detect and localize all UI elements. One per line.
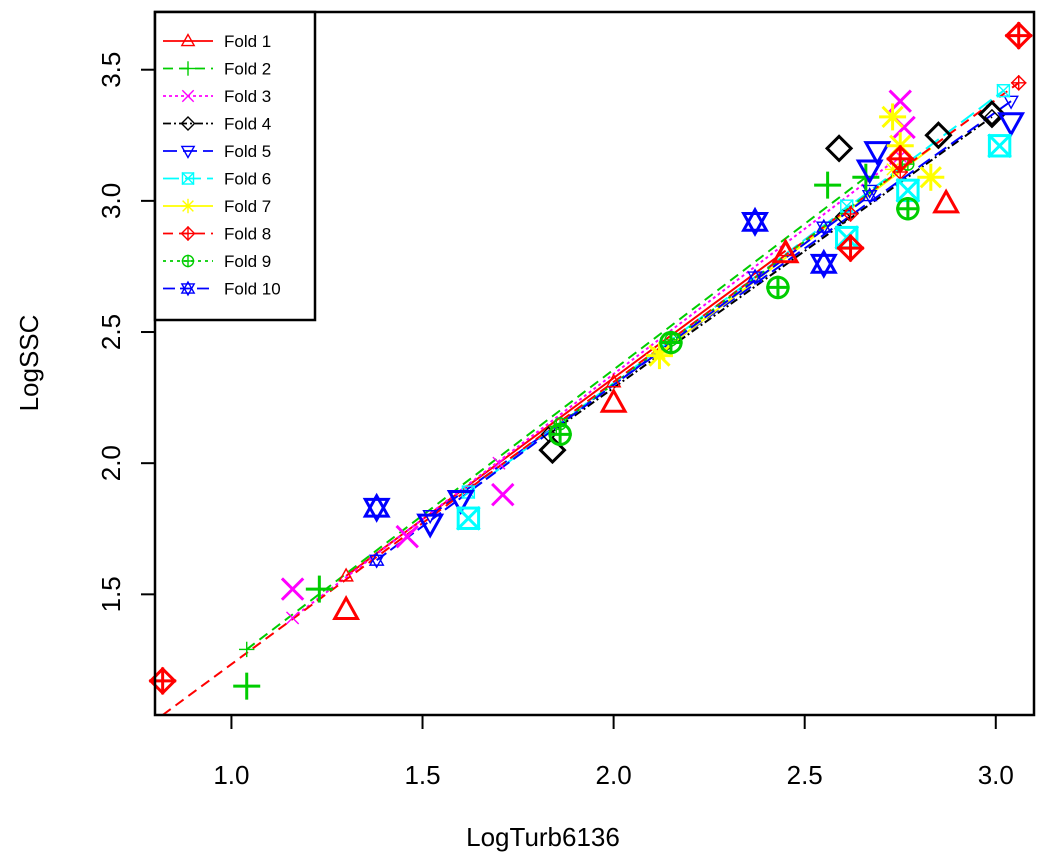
fold-4-legend-label: Fold 4: [224, 115, 271, 134]
fold-5-data-point: [997, 112, 1026, 138]
x-tick-label: 1.0: [213, 760, 249, 790]
y-tick-label: 2.5: [96, 314, 126, 350]
fold-10-fit-line: [376, 194, 871, 562]
fold-1-legend-label: Fold 1: [224, 32, 271, 51]
fold-8-legend-label: Fold 8: [224, 225, 271, 244]
fold-7-data-point: [917, 163, 945, 191]
fold-1-data-point: [771, 238, 800, 264]
fold-6-legend-symbol: [181, 171, 195, 186]
fold-8-data-point: [836, 233, 865, 263]
fold-5-data-point: [863, 141, 892, 167]
fold-5-line-point: [861, 184, 878, 199]
fold-7-data-point: [879, 103, 907, 131]
fold-1-line-point: [338, 567, 354, 582]
fold-5-legend-label: Fold 5: [224, 142, 271, 161]
fold-8-data-point: [886, 144, 915, 174]
fold-4-fit-line: [548, 116, 993, 436]
fold-2-data-point: [305, 575, 333, 603]
x-tick-label: 1.5: [404, 760, 440, 790]
fold-6-legend-label: Fold 6: [224, 170, 271, 189]
fold-10-line-point: [861, 187, 878, 205]
y-axis-label: LogSSC: [14, 315, 44, 412]
fold-3-data-point: [280, 577, 305, 601]
fold-3-fit-line: [291, 155, 901, 619]
fold-4-data-point: [538, 435, 567, 465]
fold-6-data-point: [456, 505, 481, 531]
fold-4-data-point: [977, 100, 1007, 129]
x-tick-label: 2.0: [596, 760, 632, 790]
plot-frame: [153, 10, 1036, 717]
fold-6-data-point: [987, 133, 1012, 159]
fold-5-data-point: [446, 490, 475, 515]
fold-10-data-point: [809, 248, 838, 279]
fold-9-data-point: [548, 422, 572, 447]
fold-2-data-point: [814, 171, 842, 199]
fold-8-line-point: [842, 205, 859, 222]
fold-10-data-point: [362, 492, 391, 523]
y-tick-label: 3.5: [96, 52, 126, 88]
fold-7-data-point: [645, 342, 673, 370]
fold-8-legend-symbol: [180, 226, 196, 241]
fold-1-data-point: [599, 387, 628, 413]
fold-3-legend-label: Fold 3: [224, 87, 271, 106]
y-tick-label: 1.5: [96, 576, 126, 612]
fold-4-data-point: [924, 121, 953, 150]
fold-5-line-point: [422, 510, 439, 525]
fold-1-legend-symbol: [180, 33, 196, 47]
fold-10-line-point: [368, 551, 385, 569]
x-tick-label: 2.5: [787, 760, 823, 790]
fold-2-data-point: [233, 672, 261, 700]
fold-10-legend-symbol: [180, 280, 196, 297]
fold-6-line-point: [996, 83, 1011, 98]
legend-box: [153, 10, 317, 322]
fold-3-line-point: [285, 611, 300, 625]
fold-7-legend-symbol: [180, 198, 196, 214]
plot-area: [148, 21, 1033, 716]
y-tick-label: 2.0: [96, 445, 126, 481]
fold-2-line-point: [239, 641, 255, 658]
fold-4-line-point: [983, 108, 1000, 125]
fold-2-fit-line: [246, 176, 867, 651]
fold-9-legend-label: Fold 9: [224, 252, 271, 271]
fold-10-line-point: [747, 268, 763, 286]
x-axis-label: LogTurb6136: [466, 822, 620, 852]
fold-1-fit-line: [345, 249, 787, 577]
fold-4-data-point: [824, 134, 854, 163]
fold-1-line-point: [605, 373, 622, 388]
fold-4-legend-symbol: [180, 116, 196, 131]
fold-9-data-point: [659, 330, 683, 355]
legend: Fold 1 Fold 2 Fold 3 Fold 4 Fold 5 Fold 6 Fold…: [153, 10, 317, 322]
fold-1-data-point: [932, 188, 961, 214]
y-axis: 1.5 2.0 2.5 3.0 3.5: [96, 52, 155, 612]
y-tick-label: 3.0: [96, 183, 126, 219]
fold-10-legend-label: Fold 10: [224, 280, 281, 299]
fold-9-data-point: [766, 275, 790, 300]
fold-2-legend-symbol: [180, 61, 196, 76]
fold-3-legend-symbol: [181, 89, 195, 103]
fold-3-line-point: [492, 456, 506, 470]
fold-1-data-point: [332, 594, 361, 620]
fold-10-data-point: [741, 206, 769, 237]
fold-7-legend-label: Fold 7: [224, 197, 271, 216]
x-tick-label: 3.0: [978, 760, 1014, 790]
fold-3-data-point: [491, 482, 515, 507]
fold-6-line-point: [839, 199, 854, 214]
x-axis: 1.0 1.5 2.0 2.5 3.0: [213, 715, 1014, 790]
fold-10-line-point: [815, 218, 832, 236]
fold-3-data-point: [395, 524, 419, 549]
fold-5-legend-symbol: [180, 145, 196, 159]
fold-9-legend-symbol: [181, 254, 195, 268]
fold-2-legend-label: Fold 2: [224, 60, 271, 79]
fold-8-data-point: [1004, 21, 1033, 50]
fold-8-line-point: [1010, 74, 1027, 91]
fold-5-data-point: [855, 159, 884, 185]
fold-5-data-point: [416, 513, 445, 539]
fold-9-data-point: [896, 197, 920, 221]
fold-5-line-point: [1003, 95, 1019, 110]
